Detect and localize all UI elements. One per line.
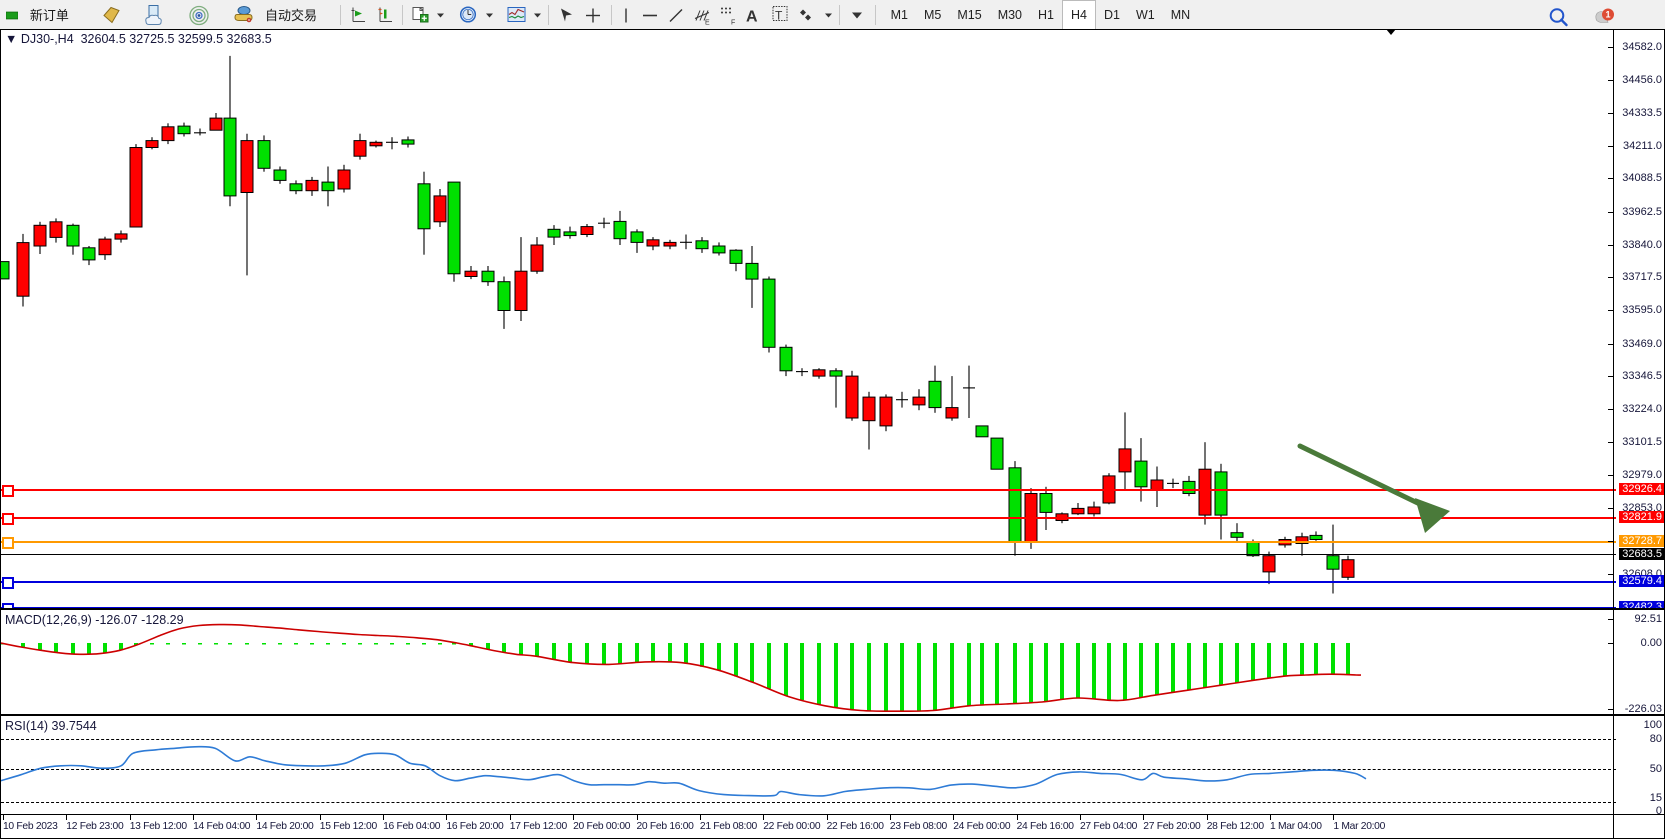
svg-text:A: A [746,8,758,25]
svg-text:1: 1 [1605,10,1610,20]
svg-text:F: F [731,19,735,26]
svg-text:T: T [775,8,783,22]
svg-text:E: E [705,19,710,26]
